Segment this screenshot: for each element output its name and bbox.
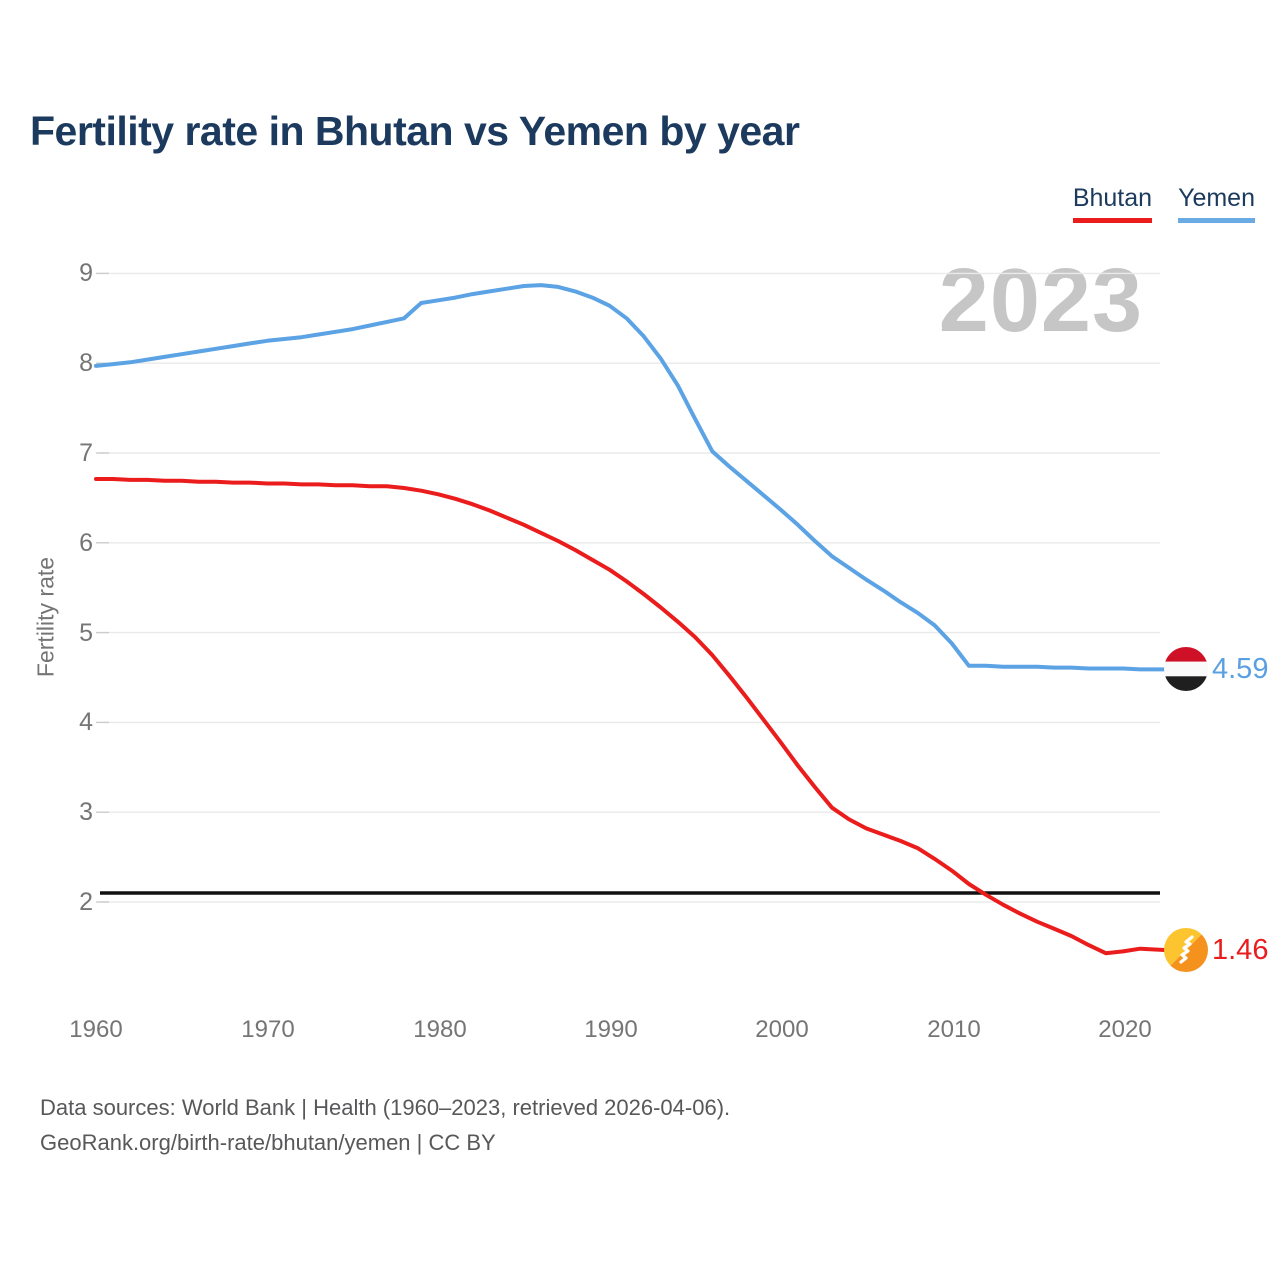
- source-line-2: GeoRank.org/birth-rate/bhutan/yemen | CC…: [40, 1130, 496, 1155]
- x-tick-label: 2020: [1098, 1016, 1152, 1043]
- chart-title: Fertility rate in Bhutan vs Yemen by yea…: [30, 108, 800, 154]
- yemen-line: [94, 283, 1177, 672]
- y-tick-label: 3: [79, 798, 93, 826]
- x-tick-label: 1960: [69, 1016, 123, 1043]
- watermark-year: 2023: [938, 251, 1143, 351]
- bhutan-flag-icon: [1164, 928, 1208, 973]
- y-axis-title: Fertility rate: [32, 556, 59, 678]
- yemen-flag-icon: [1164, 647, 1208, 692]
- y-tick-label: 6: [79, 529, 93, 557]
- x-tick-label: 2000: [755, 1016, 809, 1043]
- y-tick-label: 7: [79, 439, 93, 467]
- x-tick-label: 2010: [927, 1016, 981, 1043]
- bhutan-end-value: 1.46: [1212, 934, 1269, 967]
- y-tick-label: 8: [79, 349, 93, 377]
- yemen-end-value: 4.59: [1212, 653, 1269, 686]
- y-tick-label: 4: [79, 708, 93, 736]
- y-tick-label: 2: [79, 888, 93, 916]
- legend-item-bhutan[interactable]: Bhutan: [1072, 184, 1153, 223]
- legend-item-yemen[interactable]: Yemen: [1178, 184, 1255, 223]
- y-tick-label: 9: [79, 259, 93, 287]
- legend: Bhutan Yemen: [1072, 184, 1255, 223]
- source-note: Data sources: World Bank | Health (1960–…: [40, 1090, 730, 1160]
- y-tick-label: 5: [79, 619, 93, 647]
- source-line-1: Data sources: World Bank | Health (1960–…: [40, 1095, 731, 1120]
- bhutan-line: [94, 477, 1177, 956]
- x-tick-label: 1980: [413, 1016, 467, 1043]
- x-tick-label: 1990: [584, 1016, 638, 1043]
- x-tick-label: 1970: [241, 1016, 295, 1043]
